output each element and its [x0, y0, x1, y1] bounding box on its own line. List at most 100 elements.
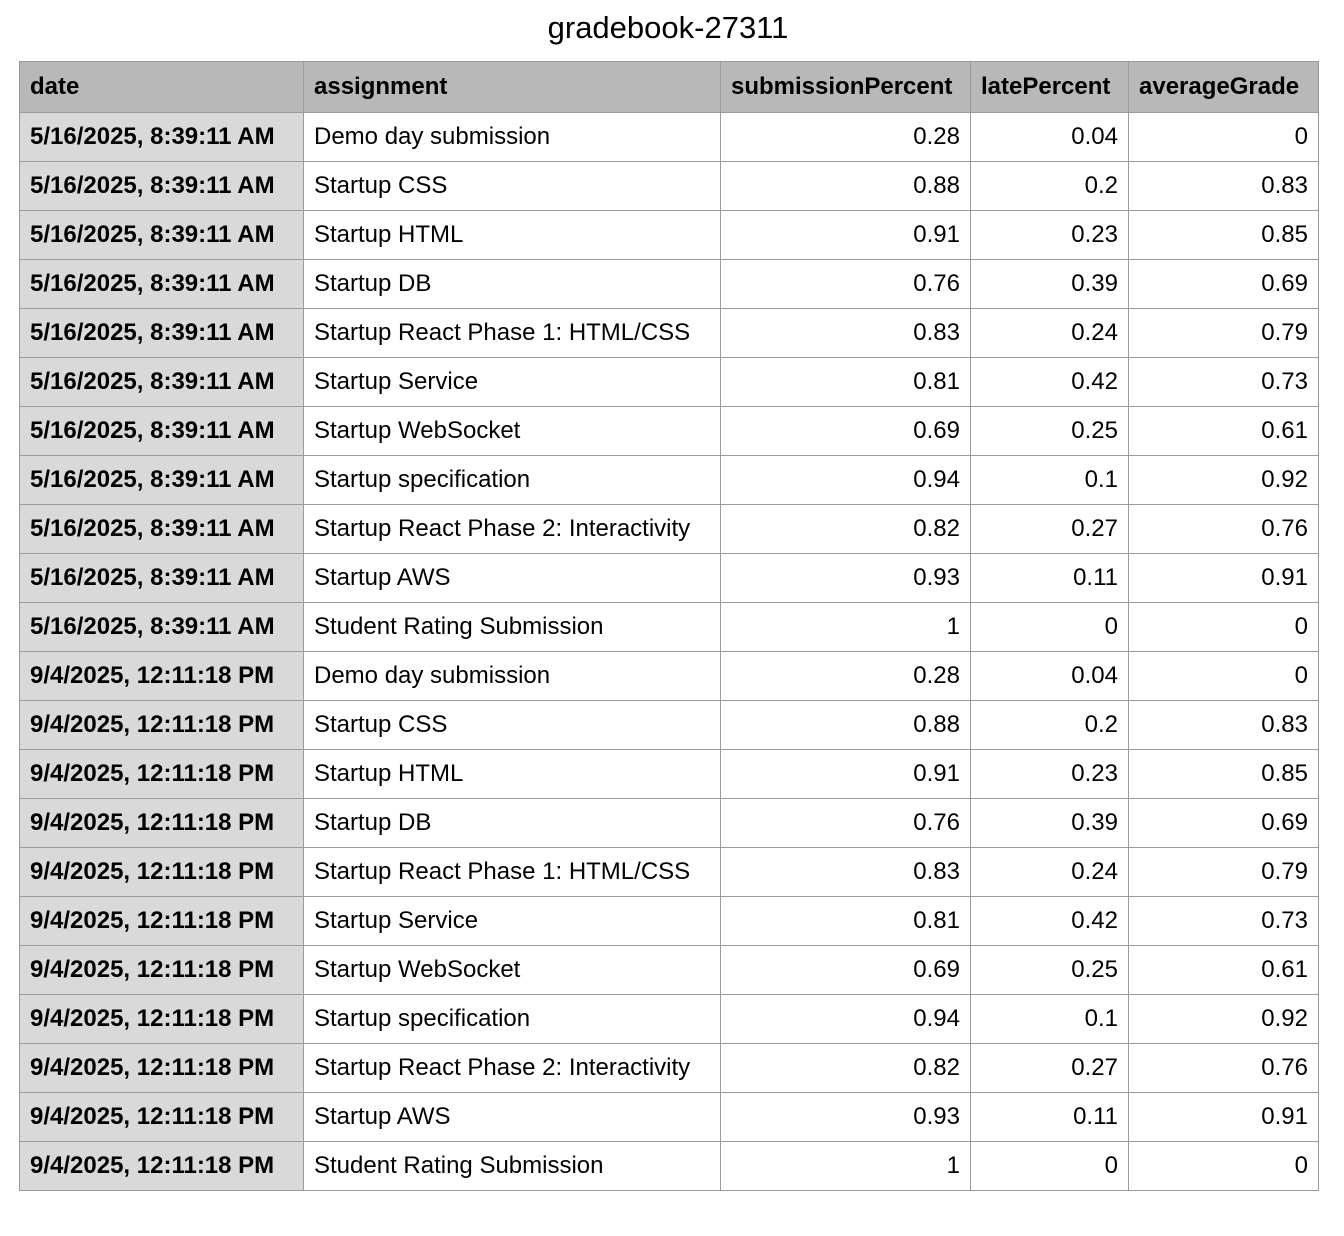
- cell-assignment[interactable]: Startup Service: [303, 357, 721, 407]
- column-header-assignment[interactable]: assignment: [303, 61, 721, 113]
- cell-date[interactable]: 9/4/2025, 12:11:18 PM: [19, 700, 304, 750]
- cell-date[interactable]: 5/16/2025, 8:39:11 AM: [19, 406, 304, 456]
- cell-submission-percent[interactable]: 0.76: [720, 259, 971, 309]
- cell-submission-percent[interactable]: 0.69: [720, 406, 971, 456]
- cell-assignment[interactable]: Startup AWS: [303, 1092, 721, 1142]
- cell-assignment[interactable]: Startup HTML: [303, 749, 721, 799]
- cell-assignment[interactable]: Student Rating Submission: [303, 1141, 721, 1191]
- cell-submission-percent[interactable]: 0.28: [720, 651, 971, 701]
- cell-late-percent[interactable]: 0.42: [970, 896, 1129, 946]
- cell-submission-percent[interactable]: 0.94: [720, 455, 971, 505]
- column-header-submission-percent[interactable]: submissionPercent: [720, 61, 971, 113]
- cell-average-grade[interactable]: 0.83: [1128, 700, 1319, 750]
- cell-date[interactable]: 9/4/2025, 12:11:18 PM: [19, 1092, 304, 1142]
- cell-late-percent[interactable]: 0.04: [970, 112, 1129, 162]
- cell-submission-percent[interactable]: 0.88: [720, 700, 971, 750]
- cell-date[interactable]: 9/4/2025, 12:11:18 PM: [19, 847, 304, 897]
- cell-late-percent[interactable]: 0.04: [970, 651, 1129, 701]
- cell-late-percent[interactable]: 0.1: [970, 455, 1129, 505]
- cell-submission-percent[interactable]: 0.91: [720, 210, 971, 260]
- cell-submission-percent[interactable]: 0.94: [720, 994, 971, 1044]
- cell-average-grade[interactable]: 0.61: [1128, 406, 1319, 456]
- cell-submission-percent[interactable]: 0.93: [720, 1092, 971, 1142]
- cell-average-grade[interactable]: 0.83: [1128, 161, 1319, 211]
- cell-late-percent[interactable]: 0.25: [970, 945, 1129, 995]
- cell-date[interactable]: 9/4/2025, 12:11:18 PM: [19, 896, 304, 946]
- cell-average-grade[interactable]: 0.73: [1128, 896, 1319, 946]
- cell-assignment[interactable]: Startup HTML: [303, 210, 721, 260]
- cell-average-grade[interactable]: 0.91: [1128, 1092, 1319, 1142]
- cell-assignment[interactable]: Demo day submission: [303, 112, 721, 162]
- cell-submission-percent[interactable]: 1: [720, 1141, 971, 1191]
- cell-late-percent[interactable]: 0.2: [970, 700, 1129, 750]
- cell-submission-percent[interactable]: 0.69: [720, 945, 971, 995]
- column-header-late-percent[interactable]: latePercent: [970, 61, 1129, 113]
- cell-assignment[interactable]: Startup React Phase 2: Interactivity: [303, 504, 721, 554]
- cell-date[interactable]: 5/16/2025, 8:39:11 AM: [19, 357, 304, 407]
- cell-assignment[interactable]: Startup DB: [303, 259, 721, 309]
- cell-late-percent[interactable]: 0.27: [970, 1043, 1129, 1093]
- cell-assignment[interactable]: Demo day submission: [303, 651, 721, 701]
- cell-submission-percent[interactable]: 0.81: [720, 896, 971, 946]
- cell-date[interactable]: 9/4/2025, 12:11:18 PM: [19, 1043, 304, 1093]
- cell-submission-percent[interactable]: 0.76: [720, 798, 971, 848]
- cell-date[interactable]: 5/16/2025, 8:39:11 AM: [19, 112, 304, 162]
- cell-date[interactable]: 5/16/2025, 8:39:11 AM: [19, 504, 304, 554]
- cell-average-grade[interactable]: 0.69: [1128, 259, 1319, 309]
- cell-average-grade[interactable]: 0.85: [1128, 210, 1319, 260]
- cell-submission-percent[interactable]: 0.83: [720, 308, 971, 358]
- cell-late-percent[interactable]: 0.25: [970, 406, 1129, 456]
- cell-assignment[interactable]: Student Rating Submission: [303, 602, 721, 652]
- cell-late-percent[interactable]: 0.11: [970, 1092, 1129, 1142]
- cell-date[interactable]: 9/4/2025, 12:11:18 PM: [19, 798, 304, 848]
- cell-submission-percent[interactable]: 0.93: [720, 553, 971, 603]
- column-header-average-grade[interactable]: averageGrade: [1128, 61, 1319, 113]
- cell-date[interactable]: 9/4/2025, 12:11:18 PM: [19, 994, 304, 1044]
- cell-date[interactable]: 5/16/2025, 8:39:11 AM: [19, 308, 304, 358]
- cell-late-percent[interactable]: 0.23: [970, 749, 1129, 799]
- cell-assignment[interactable]: Startup CSS: [303, 161, 721, 211]
- cell-late-percent[interactable]: 0.39: [970, 259, 1129, 309]
- cell-assignment[interactable]: Startup DB: [303, 798, 721, 848]
- cell-assignment[interactable]: Startup CSS: [303, 700, 721, 750]
- cell-late-percent[interactable]: 0.1: [970, 994, 1129, 1044]
- cell-average-grade[interactable]: 0.76: [1128, 504, 1319, 554]
- cell-average-grade[interactable]: 0: [1128, 1141, 1319, 1191]
- cell-date[interactable]: 9/4/2025, 12:11:18 PM: [19, 651, 304, 701]
- cell-assignment[interactable]: Startup specification: [303, 994, 721, 1044]
- cell-average-grade[interactable]: 0.92: [1128, 455, 1319, 505]
- cell-date[interactable]: 9/4/2025, 12:11:18 PM: [19, 749, 304, 799]
- cell-average-grade[interactable]: 0.91: [1128, 553, 1319, 603]
- cell-submission-percent[interactable]: 0.81: [720, 357, 971, 407]
- cell-submission-percent[interactable]: 0.82: [720, 504, 971, 554]
- cell-date[interactable]: 9/4/2025, 12:11:18 PM: [19, 945, 304, 995]
- cell-average-grade[interactable]: 0: [1128, 112, 1319, 162]
- cell-late-percent[interactable]: 0.23: [970, 210, 1129, 260]
- cell-assignment[interactable]: Startup WebSocket: [303, 945, 721, 995]
- column-header-date[interactable]: date: [19, 61, 304, 113]
- cell-submission-percent[interactable]: 0.91: [720, 749, 971, 799]
- cell-date[interactable]: 5/16/2025, 8:39:11 AM: [19, 455, 304, 505]
- cell-average-grade[interactable]: 0.92: [1128, 994, 1319, 1044]
- cell-late-percent[interactable]: 0: [970, 1141, 1129, 1191]
- cell-date[interactable]: 9/4/2025, 12:11:18 PM: [19, 1141, 304, 1191]
- cell-assignment[interactable]: Startup React Phase 2: Interactivity: [303, 1043, 721, 1093]
- cell-average-grade[interactable]: 0: [1128, 651, 1319, 701]
- cell-late-percent[interactable]: 0.11: [970, 553, 1129, 603]
- cell-late-percent[interactable]: 0.27: [970, 504, 1129, 554]
- cell-average-grade[interactable]: 0.73: [1128, 357, 1319, 407]
- cell-date[interactable]: 5/16/2025, 8:39:11 AM: [19, 553, 304, 603]
- cell-late-percent[interactable]: 0: [970, 602, 1129, 652]
- cell-submission-percent[interactable]: 0.88: [720, 161, 971, 211]
- cell-assignment[interactable]: Startup specification: [303, 455, 721, 505]
- cell-assignment[interactable]: Startup Service: [303, 896, 721, 946]
- cell-assignment[interactable]: Startup React Phase 1: HTML/CSS: [303, 308, 721, 358]
- cell-late-percent[interactable]: 0.24: [970, 847, 1129, 897]
- cell-late-percent[interactable]: 0.39: [970, 798, 1129, 848]
- cell-submission-percent[interactable]: 1: [720, 602, 971, 652]
- cell-average-grade[interactable]: 0.69: [1128, 798, 1319, 848]
- cell-date[interactable]: 5/16/2025, 8:39:11 AM: [19, 210, 304, 260]
- cell-late-percent[interactable]: 0.2: [970, 161, 1129, 211]
- cell-average-grade[interactable]: 0.61: [1128, 945, 1319, 995]
- cell-average-grade[interactable]: 0.85: [1128, 749, 1319, 799]
